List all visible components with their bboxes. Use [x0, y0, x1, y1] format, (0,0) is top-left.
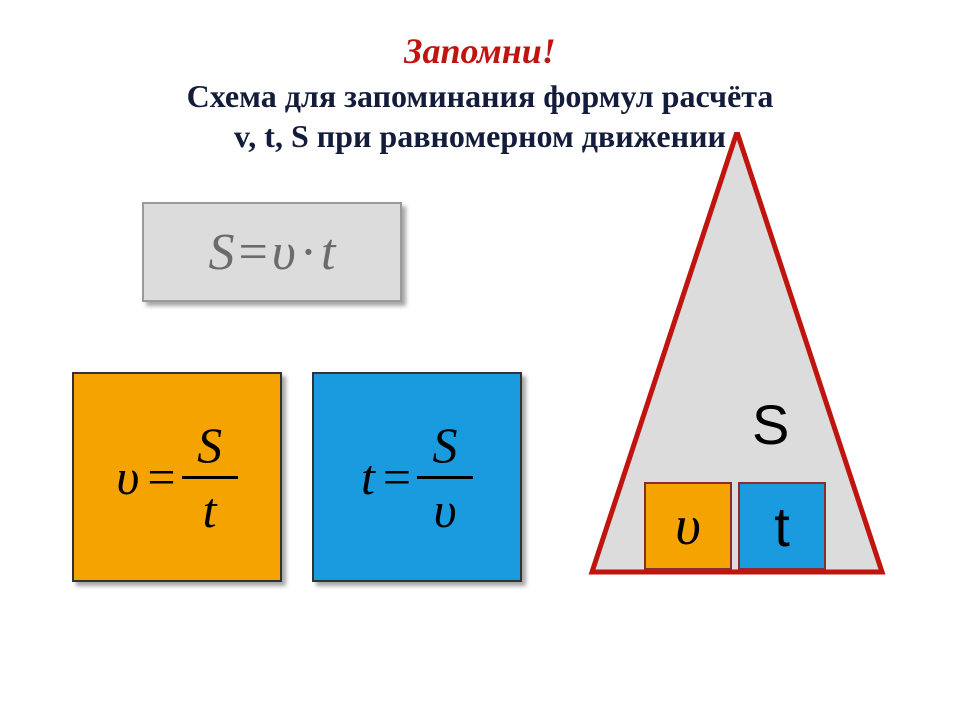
frac-time: t = S υ [361, 420, 473, 535]
fraction: S υ [413, 420, 473, 535]
sym-t: t [321, 223, 335, 282]
sym-S: S [209, 223, 235, 282]
lhs-t: t [361, 448, 381, 506]
sym-eq: = [235, 223, 272, 282]
frac-speed: υ = S t [116, 420, 237, 535]
num-S: S [197, 420, 222, 470]
den-t: t [203, 485, 217, 535]
triangle-base: υ t [644, 482, 826, 570]
bar-icon [417, 476, 473, 479]
formula-distance: S = υ · t [142, 202, 402, 302]
slide-canvas: Запомни! Схема для запоминания формул ра… [22, 22, 938, 698]
formula-speed: υ = S t [72, 372, 282, 582]
triangle-mnemonic: S υ t [582, 132, 892, 592]
slide-frame: Запомни! Схема для запоминания формул ра… [0, 0, 960, 720]
sym-v: υ [272, 223, 296, 282]
eq-icon: = [381, 448, 413, 506]
formula-time: t = S υ [312, 372, 522, 582]
triangle-S: S [752, 392, 789, 457]
triangle-v-box: υ [644, 482, 732, 570]
fraction: S t [178, 420, 238, 535]
eq-icon: = [145, 448, 177, 506]
bar-icon [182, 476, 238, 479]
subtitle-line-1: Схема для запоминания формул расчёта [22, 76, 938, 116]
triangle-t-box: t [738, 482, 826, 570]
content-area: S = υ · t υ = S t [22, 162, 938, 698]
lhs-v: υ [116, 448, 145, 506]
sym-dot: · [296, 223, 321, 282]
title-remember: Запомни! [22, 30, 938, 72]
den-v: υ [434, 485, 457, 535]
num-S: S [433, 420, 458, 470]
